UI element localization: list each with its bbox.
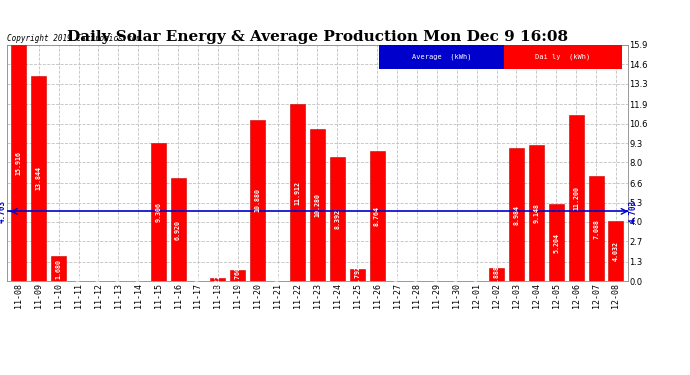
Bar — [210, 278, 226, 281]
Text: 0.792: 0.792 — [354, 266, 360, 285]
Text: 7.088: 7.088 — [593, 219, 599, 239]
Text: 8.764: 8.764 — [374, 206, 380, 226]
Bar — [589, 176, 604, 281]
Text: 0.000: 0.000 — [195, 261, 201, 280]
Text: 0.000: 0.000 — [454, 261, 460, 280]
Bar — [529, 146, 544, 281]
Text: 8.984: 8.984 — [513, 204, 520, 225]
Text: 9.306: 9.306 — [155, 202, 161, 222]
Text: 0.000: 0.000 — [275, 261, 281, 280]
Bar — [509, 148, 524, 281]
Bar — [150, 143, 166, 281]
Bar — [569, 115, 584, 281]
Text: 0.888: 0.888 — [493, 265, 500, 285]
Text: 1.680: 1.680 — [56, 259, 61, 279]
Text: 4.032: 4.032 — [613, 241, 619, 261]
Bar — [230, 270, 245, 281]
Bar — [170, 178, 186, 281]
Text: 0.000: 0.000 — [434, 261, 440, 280]
FancyBboxPatch shape — [380, 45, 504, 69]
Bar — [11, 45, 26, 281]
Text: 11.200: 11.200 — [573, 186, 579, 210]
Text: 0.760: 0.760 — [235, 266, 241, 286]
Text: 10.280: 10.280 — [315, 193, 320, 217]
Bar — [310, 129, 325, 281]
Bar — [350, 270, 365, 281]
Text: Average  (kWh): Average (kWh) — [412, 54, 471, 60]
Bar — [330, 156, 345, 281]
Text: 0.000: 0.000 — [115, 261, 121, 280]
Bar — [390, 280, 404, 281]
Bar — [250, 120, 265, 281]
Text: 5.204: 5.204 — [553, 232, 560, 253]
Text: 0.000: 0.000 — [135, 261, 141, 280]
Bar — [609, 221, 624, 281]
Text: 0.000: 0.000 — [75, 261, 81, 280]
Text: 6.920: 6.920 — [175, 220, 181, 240]
Bar — [489, 268, 504, 281]
Bar — [370, 151, 384, 281]
Bar — [31, 75, 46, 281]
Text: 0.000: 0.000 — [473, 261, 480, 280]
Bar — [290, 104, 305, 281]
Text: 0.000: 0.000 — [95, 261, 101, 280]
Text: 9.148: 9.148 — [533, 203, 540, 223]
Text: 4.703: 4.703 — [0, 200, 6, 223]
Text: 15.916: 15.916 — [16, 151, 22, 175]
Bar — [51, 256, 66, 281]
Text: Dai ly  (kWh): Dai ly (kWh) — [535, 54, 591, 60]
Title: Daily Solar Energy & Average Production Mon Dec 9 16:08: Daily Solar Energy & Average Production … — [67, 30, 568, 44]
FancyBboxPatch shape — [504, 45, 622, 69]
Text: 13.844: 13.844 — [36, 166, 42, 190]
Text: 11.912: 11.912 — [295, 181, 301, 205]
Bar — [549, 204, 564, 281]
Text: 10.880: 10.880 — [255, 188, 261, 212]
Text: 4.703: 4.703 — [629, 200, 638, 223]
Text: 8.392: 8.392 — [334, 209, 340, 229]
Text: 0.044: 0.044 — [394, 261, 400, 280]
Text: 0.224: 0.224 — [215, 270, 221, 290]
Text: Copyright 2019 Cartronics.com: Copyright 2019 Cartronics.com — [7, 34, 141, 43]
Text: 0.000: 0.000 — [414, 261, 420, 280]
